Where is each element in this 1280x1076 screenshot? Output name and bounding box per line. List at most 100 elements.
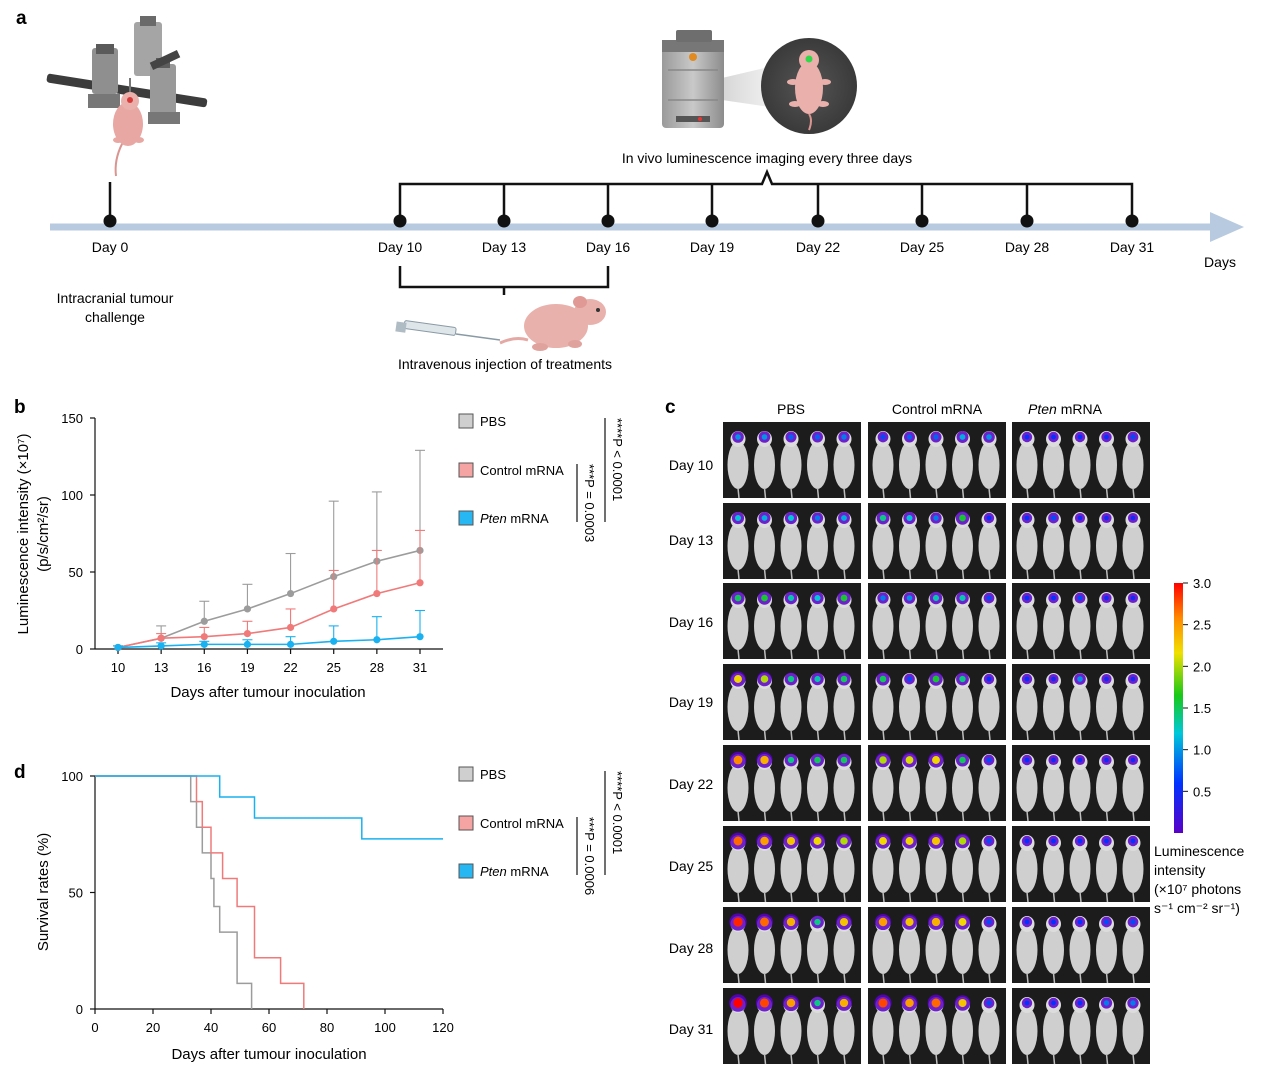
signal-spot <box>760 836 769 846</box>
signal-spot <box>986 919 992 925</box>
stat-label-inner: ***P = 0.0003 <box>582 464 597 542</box>
mouse-tail <box>908 972 912 984</box>
signal-spot <box>735 434 741 440</box>
mouse-body <box>1122 441 1144 489</box>
legend-label: Control mRNA <box>480 816 564 831</box>
mouse-tail <box>961 487 965 499</box>
imaging-cell <box>868 907 1006 984</box>
timeline-dot <box>1125 214 1139 228</box>
mouse-tail <box>843 891 846 903</box>
signal-spot <box>931 836 941 846</box>
timeline-dot <box>601 214 615 228</box>
mouse-body <box>978 602 1000 650</box>
stat-label-inner: ***P = 0.0006 <box>582 817 597 895</box>
mouse-tail <box>816 891 820 903</box>
mouse-body <box>727 602 749 650</box>
colorbar-tick-label: 1.0 <box>1193 743 1211 758</box>
row-label: Day 13 <box>669 532 714 548</box>
timeline-dot <box>811 214 825 228</box>
mouse-tail <box>908 810 912 822</box>
mouse-tail <box>763 729 767 741</box>
mouse-tail <box>843 487 846 499</box>
signal-spot <box>986 676 992 682</box>
signal-spot <box>1077 757 1083 763</box>
data-point <box>373 636 381 644</box>
signal-spot <box>1051 676 1056 682</box>
mouse-tail <box>1105 487 1109 499</box>
imaging-bracket <box>398 168 1134 220</box>
colorbar-ticks: 3.0 2.5 2.0 1.5 1.0 0.5 <box>1183 576 1211 799</box>
data-point <box>157 634 165 642</box>
mouse-tail <box>935 972 938 984</box>
signal-spot <box>1104 838 1109 844</box>
signal-spot <box>760 917 769 927</box>
data-point <box>114 643 122 652</box>
mouse-body <box>952 926 973 974</box>
mouse-body <box>780 602 802 650</box>
stat-label-outer: ****P < 0.0001 <box>610 418 625 501</box>
mouse-body <box>1122 1007 1144 1055</box>
signal-spot <box>959 675 966 683</box>
x-tick-label: 20 <box>146 1020 160 1035</box>
mouse-body <box>1043 441 1064 489</box>
mouse-body <box>1016 926 1038 974</box>
signal-spot <box>759 998 770 1008</box>
stat-label-outer: ****P < 0.0001 <box>610 771 625 854</box>
timeline-dot <box>915 214 929 228</box>
mouse-body <box>1016 845 1038 893</box>
legend-label-italic: Pten <box>480 864 507 879</box>
signal-spot <box>906 595 913 601</box>
imaging-cell <box>723 826 861 903</box>
mouse-body <box>780 1007 802 1055</box>
mouse-tail <box>1026 648 1029 660</box>
x-tick-label: 25 <box>326 660 340 675</box>
y-tick-label: 50 <box>69 886 83 901</box>
signal-spot <box>1130 434 1136 440</box>
mouse-tail <box>737 487 740 499</box>
mouse-body <box>780 441 802 489</box>
row-label: Day 10 <box>669 457 714 473</box>
mouse-tail <box>1079 1053 1082 1065</box>
x-tick-label: 120 <box>432 1020 454 1035</box>
data-point <box>243 630 252 638</box>
mouse-tail <box>882 568 885 580</box>
mouse-body <box>754 522 775 570</box>
imaging-cell <box>1012 826 1150 903</box>
mouse-tail <box>988 810 991 822</box>
signal-spot <box>786 917 796 927</box>
mouse-body <box>899 845 920 893</box>
colorbar-label-line1: Luminescence <box>1154 843 1244 859</box>
y-tick-label: 100 <box>61 488 83 503</box>
legend-label: Control mRNA <box>480 463 564 478</box>
signal-spot <box>840 675 848 683</box>
signal-spot <box>906 434 913 440</box>
mouse-body <box>872 602 894 650</box>
signal-spot <box>1130 1000 1136 1006</box>
mouse-body <box>925 441 947 489</box>
mouse-body <box>899 764 920 812</box>
mouse-tail <box>1052 648 1056 660</box>
y-tick-label: 100 <box>61 769 83 784</box>
mouse-tail <box>882 1053 885 1065</box>
mouse-tail <box>843 729 846 741</box>
signal-spot <box>1024 838 1030 844</box>
signal-spot <box>905 756 914 764</box>
series-line <box>117 582 421 649</box>
mouse-body <box>727 845 749 893</box>
signal-spot <box>1077 838 1083 844</box>
mouse-tail <box>1132 891 1135 903</box>
signal-spot <box>1024 1000 1030 1006</box>
data-point <box>416 579 424 587</box>
legend-label-italic: Pten <box>480 511 507 526</box>
luminescence-chart: 0 50 100 150 10 13 16 19 22 25 28 31 Days after tumo… <box>15 411 443 701</box>
signal-spot <box>1024 757 1030 763</box>
y-tick-label: 0 <box>76 1002 83 1017</box>
data-point <box>330 637 338 645</box>
mouse-body <box>872 441 894 489</box>
mouse-tail <box>737 729 740 741</box>
mouse-tail <box>737 891 740 903</box>
mouse-tail <box>1105 1053 1109 1065</box>
mouse-tail <box>882 729 885 741</box>
mouse-tail <box>882 487 885 499</box>
mouse-tail <box>790 810 793 822</box>
